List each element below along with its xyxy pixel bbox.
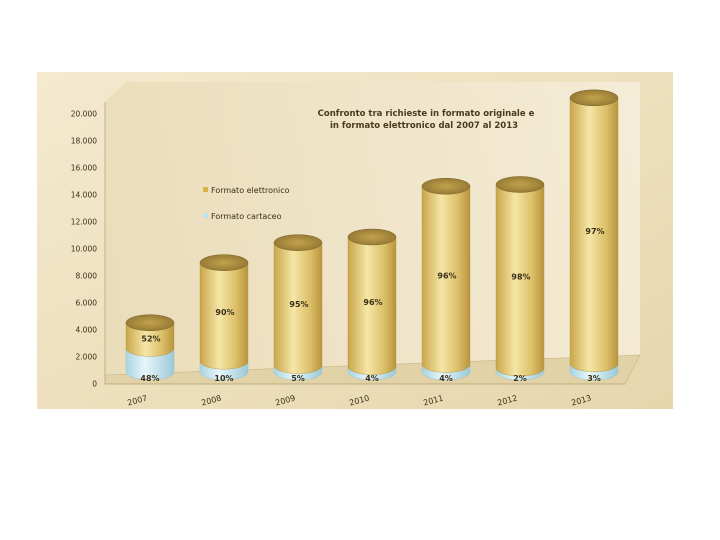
data-label-elettronico: 52%: [141, 334, 160, 343]
data-label-elettronico: 96%: [363, 298, 382, 307]
y-tick-label: 10.000: [71, 245, 97, 254]
y-tick-label: 8.000: [76, 272, 98, 281]
bar-group-2010: 4% 96%: [347, 228, 397, 383]
data-label-cartaceo: 48%: [140, 374, 159, 383]
bar-top: [347, 228, 397, 246]
y-tick-label: 6.000: [76, 299, 98, 308]
bar-segment-elettronico: [495, 184, 545, 377]
data-label-cartaceo: 10%: [214, 374, 233, 383]
legend-item-cartaceo: Formato cartaceo: [203, 212, 282, 221]
bar-group-2009: 5% 95%: [273, 234, 323, 383]
bar-group-2008: 10% 90%: [199, 254, 249, 383]
bar-top: [273, 234, 323, 251]
data-label-elettronico: 98%: [511, 272, 530, 281]
legend-label-elettronico: Formato elettronico: [211, 186, 290, 195]
bar-group-2011: 4% 96%: [421, 177, 471, 383]
y-tick-label: 2.000: [76, 353, 98, 362]
y-tick-label: 0: [92, 380, 97, 389]
data-label-cartaceo: 3%: [587, 374, 601, 383]
y-tick-label: 12.000: [71, 218, 97, 227]
y-tick-label: 14.000: [71, 191, 97, 200]
data-label-elettronico: 90%: [215, 308, 234, 317]
legend: Formato elettronico Formato cartaceo: [203, 186, 290, 221]
bar-top: [569, 89, 619, 107]
legend-swatch-cartaceo: [203, 213, 208, 218]
data-label-cartaceo: 5%: [291, 374, 305, 383]
y-tick-label: 16.000: [71, 164, 97, 173]
chart-title-line-2: in formato elettronico dal 2007 al 2013: [330, 121, 518, 131]
bar-segment-elettronico: [199, 262, 249, 370]
bar-top: [495, 176, 545, 193]
chart-title-line-1: Confronto tra richieste in formato origi…: [318, 109, 535, 119]
data-label-elettronico: 95%: [289, 300, 308, 309]
data-label-elettronico: 97%: [585, 227, 604, 236]
data-label-cartaceo: 4%: [439, 374, 453, 383]
bar-group-2013: 3% 97%: [569, 89, 619, 383]
y-tick-label: 20.000: [71, 110, 97, 119]
bar-segment-elettronico: [569, 97, 619, 372]
data-label-cartaceo: 2%: [513, 374, 527, 383]
bar-segment-elettronico: [273, 242, 323, 374]
legend-label-cartaceo: Formato cartaceo: [211, 212, 282, 221]
y-tick-label: 18.000: [71, 137, 97, 146]
data-label-cartaceo: 4%: [365, 374, 379, 383]
bar-segment-elettronico: [347, 236, 397, 375]
bar-segment-elettronico: [421, 186, 471, 373]
data-label-elettronico: 96%: [437, 271, 456, 280]
legend-item-elettronico: Formato elettronico: [203, 186, 290, 195]
bar-top: [421, 177, 471, 195]
bar-top: [125, 314, 175, 331]
bar-group-2007: 48% 52%: [125, 314, 175, 383]
bar-segment-elettronico: [125, 322, 175, 357]
bar-top: [199, 254, 249, 271]
bars: 48% 52% 10% 90% 5% 95% 4% 96% 4% 96% 2% 98% 3% 97%: [125, 89, 619, 383]
bar-segment-cartaceo: [125, 348, 175, 381]
y-axis-ticks: 0 2.000 4.000 6.000 8.000 10.000 12.000 14.000 1…: [71, 110, 97, 389]
chart-title: Confronto tra richieste in formato origi…: [318, 109, 535, 131]
bar-group-2012: 2% 98%: [495, 176, 545, 383]
y-tick-label: 4.000: [76, 326, 98, 335]
legend-swatch-elettronico: [203, 187, 208, 192]
